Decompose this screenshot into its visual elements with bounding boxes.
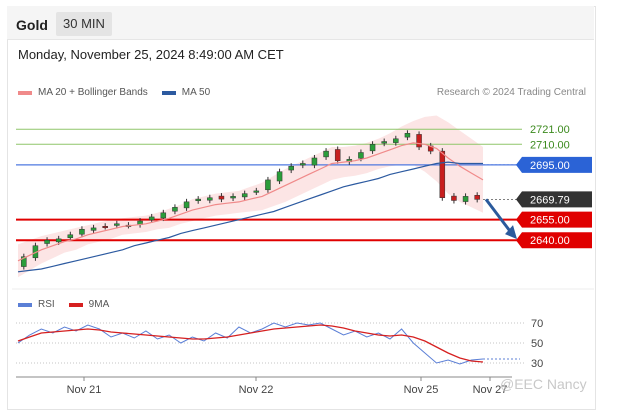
rsi-legend: RSI 9MA xyxy=(18,299,123,310)
level-label-box xyxy=(516,211,592,228)
candle-body xyxy=(21,256,27,267)
candle-body xyxy=(90,227,97,231)
candle-body xyxy=(102,226,108,229)
candle-body xyxy=(55,238,62,243)
candle-body xyxy=(393,138,399,143)
legend-item-9ma[interactable]: 9MA xyxy=(68,299,110,310)
candle-body xyxy=(230,196,236,199)
candle-body xyxy=(404,133,411,138)
candle-body xyxy=(369,144,376,152)
symbol-title: Gold xyxy=(16,17,48,33)
candle-body xyxy=(241,193,248,198)
x-tick-label: Nov 21 xyxy=(67,384,102,396)
watermark: @EEC Nancy xyxy=(500,376,587,392)
x-tick-label: Nov 22 xyxy=(239,384,274,396)
legend-label: MA 50 xyxy=(181,87,211,98)
forecast-arrow xyxy=(484,198,512,233)
candle-body xyxy=(195,198,201,202)
legend-item-ma20-bollinger[interactable]: MA 20 + Bollinger Bands xyxy=(18,87,148,98)
level-label: 2695.00 xyxy=(530,160,570,172)
level-label-box xyxy=(516,156,592,173)
candle-body xyxy=(160,212,167,219)
level-label: 2721.00 xyxy=(530,124,570,136)
legend-swatch xyxy=(161,90,176,95)
candle-body xyxy=(334,149,341,161)
candle-body xyxy=(462,196,469,202)
level-label-box xyxy=(516,232,592,249)
rsi-tick-label: 50 xyxy=(531,338,543,350)
research-credit: Research © 2024 Trading Central xyxy=(436,87,586,98)
candle-body xyxy=(323,150,329,158)
candle-body xyxy=(416,134,422,148)
candle-body xyxy=(474,195,480,200)
legend-label: RSI xyxy=(38,299,55,310)
candle-body xyxy=(253,190,260,193)
legend-label: 9MA xyxy=(88,299,110,310)
level-label: 2655.00 xyxy=(530,215,570,227)
level-label: 2640.00 xyxy=(530,235,570,247)
candle-body xyxy=(67,234,74,239)
candle-body xyxy=(451,195,457,201)
level-label: 2669.79 xyxy=(530,194,570,206)
candle-body xyxy=(183,201,190,209)
legend-label: MA 20 + Bollinger Bands xyxy=(38,87,148,98)
candle-body xyxy=(288,165,294,171)
x-tick-label: Nov 27 xyxy=(473,384,508,396)
main-legend: MA 20 + Bollinger Bands MA 50 xyxy=(18,87,224,98)
level-label-box xyxy=(516,191,592,208)
candle-body xyxy=(265,179,271,191)
candle-body xyxy=(207,197,213,201)
candle-body xyxy=(114,223,120,226)
candle-body xyxy=(218,195,225,200)
chart-datetime: Monday, November 25, 2024 8:49:00 AM CET xyxy=(18,47,284,62)
legend-swatch xyxy=(18,90,32,95)
candle-body xyxy=(300,163,306,166)
candle-body xyxy=(276,171,283,182)
candle-body xyxy=(148,216,155,221)
rsi-tick-label: 30 xyxy=(531,358,543,370)
timeframe-badge[interactable]: 30 MIN xyxy=(56,12,112,36)
candle-body xyxy=(439,150,446,198)
x-tick-label: Nov 25 xyxy=(404,384,439,396)
legend-item-ma50[interactable]: MA 50 xyxy=(161,87,211,98)
bollinger-band xyxy=(18,115,483,278)
legend-swatch xyxy=(18,302,32,307)
ma20-line xyxy=(17,142,484,262)
candle-body xyxy=(44,239,50,244)
level-label: 2710.00 xyxy=(530,139,570,151)
legend-item-rsi[interactable]: RSI xyxy=(18,299,55,310)
candle-body xyxy=(381,141,387,144)
ma50-line xyxy=(17,161,483,273)
candle-body xyxy=(79,229,85,235)
forecast-arrow-head xyxy=(505,225,517,240)
candle-body xyxy=(172,207,178,212)
candle-body xyxy=(311,157,318,166)
legend-swatch xyxy=(68,302,83,307)
rsi-9ma-line xyxy=(17,324,484,363)
candle-body xyxy=(358,152,364,159)
rsi-tick-label: 70 xyxy=(531,318,543,330)
